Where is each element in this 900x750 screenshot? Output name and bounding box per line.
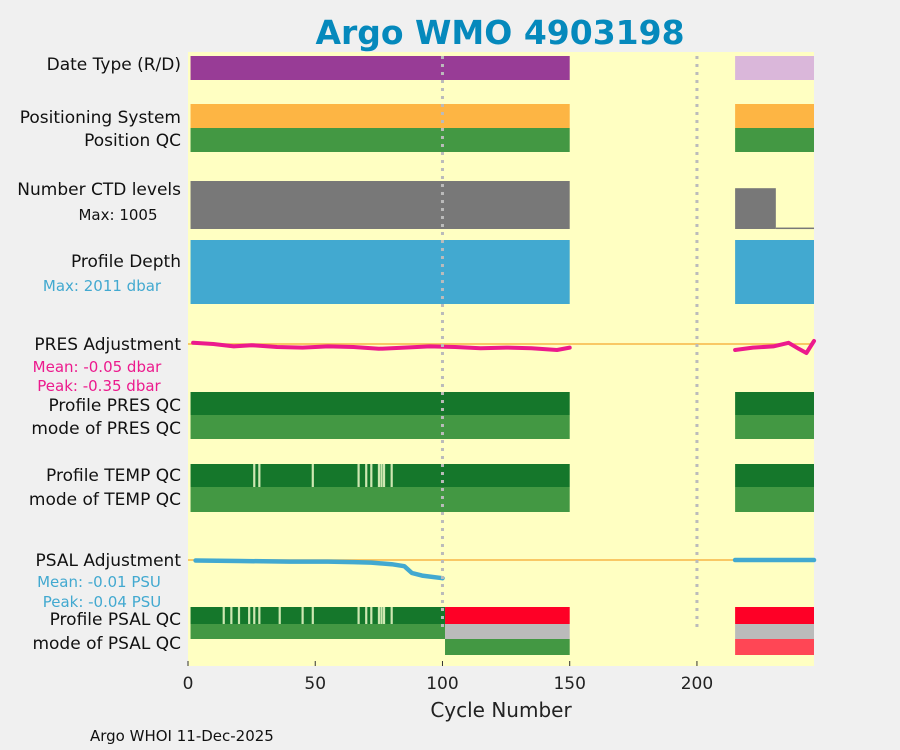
date-type-segment-0: [190, 56, 570, 80]
profile-pres-qc-segment-0: [190, 392, 570, 415]
profile-temp-qc-flag-9: [390, 464, 393, 487]
pres-mean-text: Mean: -0.05 dbar: [33, 358, 163, 376]
profile-psal-qc-flag-0: [222, 607, 225, 624]
row-sublabels: Max: 1005 Max: 2011 dbar Mean: -0.05 dba…: [33, 206, 163, 611]
x-tick-label-0: 0: [183, 674, 194, 694]
profile-temp-qc-flag-1: [258, 464, 261, 487]
profile-psal-qc-flag-13: [380, 607, 383, 624]
profile-psal-qc-flag-2: [237, 607, 241, 624]
psal-mean-text: Mean: -0.01 PSU: [37, 573, 161, 591]
position-qc-segment-1: [735, 128, 814, 152]
profile-psal-qc-flag-12: [377, 607, 381, 624]
x-tick-label-4: 200: [681, 674, 713, 694]
mode-temp-qc-segment-1: [735, 487, 814, 512]
pres-peak-text: Peak: -0.35 dbar: [37, 377, 161, 395]
footer-text: Argo WHOI 11-Dec-2025: [90, 727, 274, 745]
label-profile-pres-qc: Profile PRES QC: [48, 396, 181, 416]
profile-psal-qc-flag-6: [278, 607, 281, 624]
profile-psal-qc-flag-4: [253, 607, 256, 624]
profile-psal-qc-flag-15: [390, 607, 393, 624]
profile-psal-qc-flag-5: [258, 607, 261, 624]
x-axis-label: Cycle Number: [430, 698, 572, 722]
profile-temp-qc-flag-8: [382, 464, 386, 487]
mode-pres-qc-segment-1: [735, 415, 814, 439]
profile-temp-qc-flag-3: [357, 464, 360, 487]
profile-psal-qc-flag-10: [365, 607, 368, 624]
profile-psal-qc-flag-9: [357, 607, 360, 624]
label-profile-depth: Profile Depth: [71, 252, 181, 272]
profile-temp-qc-flag-6: [377, 464, 381, 487]
pres-adjustment-series-1: [733, 339, 816, 355]
profile-psal-qc-segment-1: [445, 607, 570, 624]
x-tick-label-2: 100: [426, 674, 458, 694]
chart-title: Argo WMO 4903198: [315, 13, 684, 52]
profile-psal-qc-flag-8: [311, 607, 314, 624]
profile-temp-qc-flag-4: [365, 464, 368, 487]
profile-psal-qc-flag-11: [370, 607, 373, 624]
profile-temp-qc-flag-0: [253, 464, 256, 487]
profile-temp-qc-flag-2: [311, 464, 314, 487]
mode-temp-qc-segment-0: [190, 487, 570, 512]
profile-depth-bar-0: [190, 240, 570, 304]
depth-max-text: Max: 2011 dbar: [43, 277, 162, 295]
x-axis-ticks: 0 50 100 150 200: [183, 661, 713, 694]
psal-adjustment-series-0: [193, 558, 445, 581]
mode-psal-qc-segment-1: [445, 624, 570, 639]
profile-psal-qc-flag-3: [248, 607, 251, 624]
data-bands: [188, 56, 817, 655]
ctd-max-text: Max: 1005: [78, 206, 157, 224]
mode-pres-qc-segment-0: [190, 415, 570, 439]
pres-adjustment-series-0: [191, 340, 572, 352]
x-tick-label-1: 50: [304, 674, 326, 694]
x-tick-label-3: 150: [553, 674, 585, 694]
ctd-levels-bar-0: [190, 181, 570, 229]
profile-temp-qc-segment-0: [190, 464, 570, 487]
profile-psal-qc-flag-14: [382, 607, 386, 624]
mode-psal-qc-lower-segment-0: [445, 639, 570, 655]
profile-psal-qc-segment-2: [735, 607, 814, 624]
label-ctd-levels: Number CTD levels: [17, 180, 181, 200]
label-mode-psal-qc: mode of PSAL QC: [32, 634, 181, 654]
profile-psal-qc-flag-1: [230, 607, 233, 624]
positioning-system-segment-0: [190, 104, 570, 128]
label-positioning-system: Positioning System: [20, 108, 181, 128]
row-labels: Date Type (R/D) Positioning System Posit…: [17, 55, 181, 654]
profile-psal-qc-flag-7: [301, 607, 304, 624]
psal-peak-text: Peak: -0.04 PSU: [43, 593, 162, 611]
profile-pres-qc-segment-1: [735, 392, 814, 415]
profile-temp-qc-segment-1: [735, 464, 814, 487]
profile-psal-qc-segment-0: [190, 607, 446, 624]
label-profile-temp-qc: Profile TEMP QC: [46, 466, 181, 486]
label-profile-psal-qc: Profile PSAL QC: [50, 610, 181, 630]
mode-psal-qc-segment-2: [735, 624, 814, 639]
position-qc-segment-0: [190, 128, 570, 152]
positioning-system-segment-1: [735, 104, 814, 128]
label-position-qc: Position QC: [84, 131, 181, 151]
ctd-levels-bar-1: [735, 188, 776, 229]
ctd-levels-bar-2: [775, 227, 814, 230]
label-date-type: Date Type (R/D): [47, 55, 181, 75]
date-type-segment-1: [735, 56, 814, 80]
mode-psal-qc-lower-segment-1: [735, 639, 814, 655]
profile-temp-qc-flag-7: [380, 464, 383, 487]
label-mode-temp-qc: mode of TEMP QC: [29, 490, 181, 510]
label-psal-adjustment: PSAL Adjustment: [36, 551, 182, 571]
mode-psal-qc-segment-0: [190, 624, 446, 639]
profile-temp-qc-flag-5: [370, 464, 373, 487]
label-mode-pres-qc: mode of PRES QC: [31, 419, 181, 439]
label-pres-adjustment: PRES Adjustment: [34, 335, 181, 355]
profile-depth-bar-1: [735, 240, 814, 304]
